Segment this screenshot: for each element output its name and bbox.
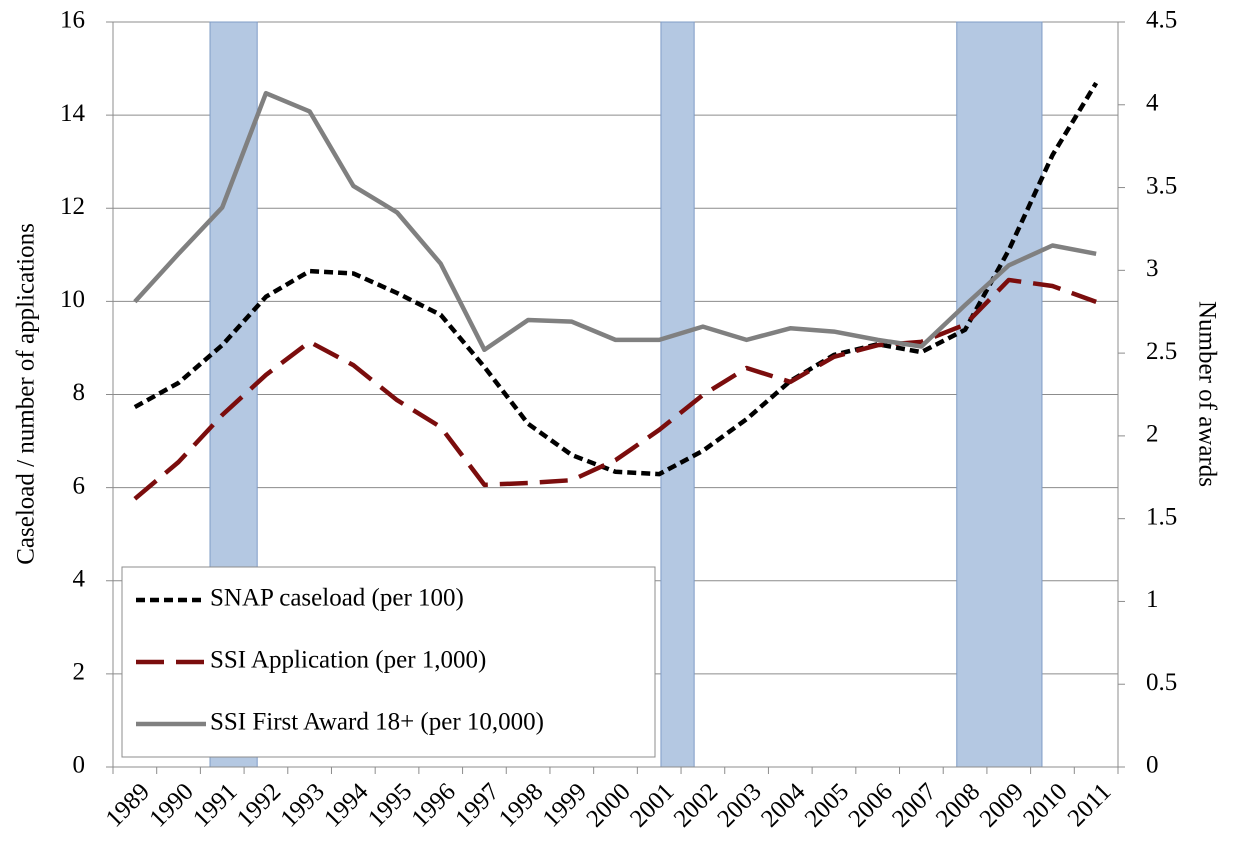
- x-tick-label: 1989: [101, 778, 155, 832]
- x-tick-label: 2011: [1063, 778, 1117, 832]
- y-axis-label: Caseload / number of applications: [13, 223, 40, 565]
- y2-tick-label: 1.5: [1146, 503, 1177, 530]
- recession-shading: [956, 21, 1043, 768]
- x-tick-label: 1998: [494, 778, 548, 832]
- y2-tick-label: 4: [1146, 90, 1159, 117]
- y2-axis-label: Number of awards: [1193, 301, 1220, 487]
- x-tick-label: 1991: [188, 778, 242, 832]
- legend-box: [121, 566, 656, 758]
- y-tick-label: 6: [73, 472, 86, 499]
- x-tick-label: 1996: [407, 778, 461, 832]
- y-tick-label: 10: [60, 286, 85, 313]
- x-tick-label: 2004: [756, 778, 811, 833]
- series-line: [133, 90, 1097, 353]
- x-tick-label: 2006: [844, 778, 898, 832]
- y2-tick-label: 2: [1146, 421, 1159, 448]
- recession-shading: [660, 21, 695, 768]
- x-tick-label: 2003: [712, 778, 766, 832]
- series-line: [133, 81, 1099, 477]
- series-line: [133, 277, 1097, 501]
- y-tick-label: 8: [73, 379, 86, 406]
- y-tick-label: 2: [73, 659, 86, 686]
- y2-tick-label: 2.5: [1146, 338, 1177, 365]
- x-tick-label: 2002: [669, 778, 723, 832]
- y2-tick-label: 4.5: [1146, 7, 1177, 34]
- x-tick-label: 2005: [800, 778, 854, 832]
- y2-tick-label: 1: [1146, 586, 1159, 613]
- legend: SNAP caseload (per 100) SSI Application (…: [121, 566, 656, 758]
- legend-label: SSI First Award 18+ (per 10,000): [210, 709, 544, 736]
- y-tick-label: 16: [60, 7, 85, 34]
- x-tick-label: 2009: [975, 778, 1029, 832]
- x-tick-label: 1994: [319, 778, 374, 833]
- y2-tick-label: 0: [1146, 752, 1159, 779]
- y-tick-label: 0: [73, 752, 86, 779]
- x-tick-label: 1993: [275, 778, 329, 832]
- x-tick-label: 2007: [887, 778, 941, 832]
- legend-label: SSI Application (per 1,000): [210, 647, 486, 674]
- y2-tick-label: 0.5: [1146, 669, 1177, 696]
- x-tick-label: 1999: [538, 778, 592, 832]
- legend-label: SNAP caseload (per 100): [210, 585, 464, 612]
- y-tick-label: 14: [60, 100, 86, 127]
- x-tick-label: 2001: [625, 778, 679, 832]
- x-tick-label: 2008: [931, 778, 985, 832]
- y2-tick-label: 3.5: [1146, 172, 1177, 199]
- x-tick-label: 2000: [581, 778, 635, 832]
- x-tick-label: 2010: [1018, 778, 1072, 832]
- x-tick-label: 1997: [450, 778, 504, 832]
- x-tick-label: 1995: [363, 778, 417, 832]
- x-tick-label: 1992: [232, 778, 286, 832]
- y2-tick-label: 3: [1146, 255, 1159, 282]
- x-tick-label: 1990: [144, 778, 198, 832]
- y-tick-label: 4: [73, 565, 86, 592]
- y-tick-label: 12: [60, 193, 85, 220]
